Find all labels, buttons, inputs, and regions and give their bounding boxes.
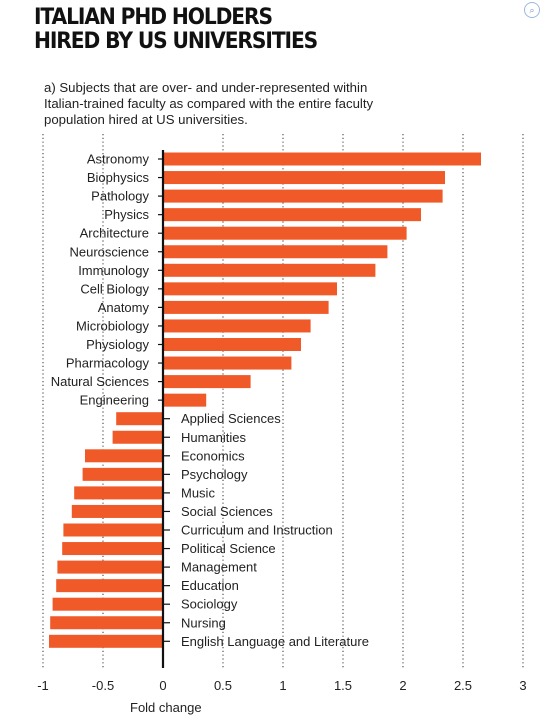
bar [163,264,375,277]
x-tick-label: 2 [399,678,406,693]
bar [85,449,163,462]
category-label: Microbiology [76,318,149,333]
bar [113,431,163,444]
bar [57,561,163,574]
bar [163,357,291,370]
category-label: Architecture [80,226,149,241]
category-label: Pathology [91,189,149,204]
x-tick-label: 0.5 [214,678,232,693]
bar [163,282,337,295]
bar [74,486,163,499]
bar [163,301,329,314]
bar [49,635,163,648]
bar [163,375,251,388]
category-label: Nursing [181,615,226,630]
x-tick-label: 3 [519,678,526,693]
category-label: Engineering [80,393,149,408]
bar [163,208,421,221]
x-tick-label: 0 [159,678,166,693]
category-label: Curriculum and Instruction [181,523,333,538]
bar [163,245,387,258]
category-label: Natural Sciences [51,374,150,389]
category-label: Biophysics [87,170,150,185]
bar [163,190,443,203]
x-tick-label: 1.5 [334,678,352,693]
bar [116,412,163,425]
category-label: Sociology [181,597,238,612]
bar [62,542,163,555]
x-tick-label: 1 [279,678,286,693]
category-label: Astronomy [87,152,150,167]
category-label: English Language and Literature [181,634,369,649]
category-label: Economics [181,448,245,463]
category-label: Management [181,560,257,575]
bar [163,171,445,184]
x-axis-label: Fold change [130,700,202,715]
bar [72,505,163,518]
bar [163,319,311,332]
category-label: Physiology [86,337,149,352]
bar [163,227,407,240]
bar [163,153,481,166]
category-label: Music [181,485,215,500]
category-label: Applied Sciences [181,411,281,426]
category-label: Physics [104,207,149,222]
x-tick-label: 2.5 [454,678,472,693]
category-label: Social Sciences [181,504,273,519]
category-label: Political Science [181,541,276,556]
category-label: Psychology [181,467,248,482]
x-tick-label: -0.5 [92,678,114,693]
bar [163,338,301,351]
bar [50,616,163,629]
category-label: Humanities [181,430,247,445]
category-label: Immunology [78,263,149,278]
category-labels: Astronomy Biophysics Pathology Physics Archi… [51,152,369,649]
bar [83,468,163,481]
category-label: Cell Biology [80,281,149,296]
category-label: Pharmacology [66,356,150,371]
category-label: Neuroscience [70,244,150,259]
bar [63,524,163,537]
bar [56,579,163,592]
category-label: Education [181,578,239,593]
bar [53,598,163,611]
category-label: Anatomy [98,300,150,315]
bar [163,394,206,407]
x-tick-label: -1 [37,678,49,693]
x-tick-labels: -1 -0.5 0 0.5 1 1.5 2 2.5 3 [37,678,526,693]
